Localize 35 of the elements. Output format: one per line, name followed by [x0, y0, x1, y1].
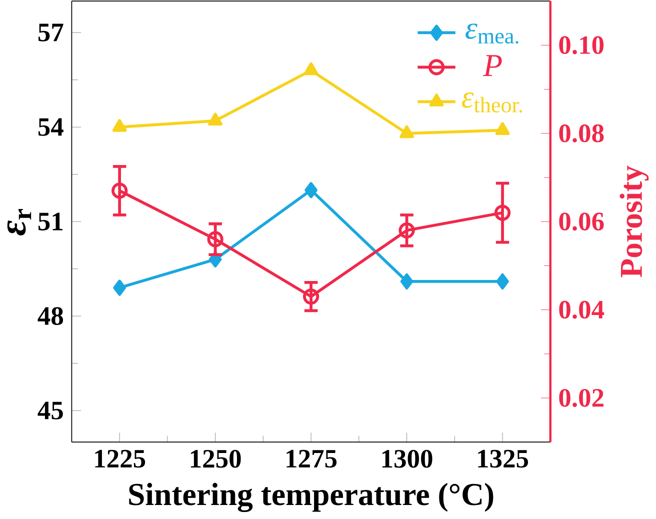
point — [208, 112, 222, 126]
point — [496, 273, 509, 290]
y2-tick-label: 0.04 — [559, 300, 604, 319]
y2-tick-label: 0.10 — [559, 36, 604, 54]
y-axis-title: ε$_{r}$ — [7, 208, 32, 236]
point — [207, 230, 224, 248]
point — [495, 122, 510, 135]
point — [398, 222, 415, 238]
x-tick-label: 1300 — [382, 450, 432, 468]
y-tick-label: 48 — [38, 306, 64, 325]
y-tick-label: 45 — [38, 402, 63, 420]
point — [400, 125, 414, 138]
x-tick-label: 1250 — [190, 450, 241, 468]
legend-label: P — [482, 54, 502, 76]
point — [112, 118, 127, 132]
y2-tick-label: 0.08 — [559, 124, 604, 142]
y-tick-label: 51 — [38, 212, 63, 230]
point — [304, 62, 318, 75]
x-tick-label: 1225 — [95, 450, 146, 468]
point — [112, 182, 128, 199]
x-tick-label: 1275 — [286, 450, 337, 468]
point — [302, 288, 320, 304]
legend-label: ε$_{theor.}$ — [462, 92, 522, 112]
point — [400, 273, 414, 290]
y2-axis-title: Porosity — [620, 165, 649, 278]
x-axis-title: Sintering temperature (°C) — [129, 482, 494, 512]
legend-label: ε$_{mea.}$ — [466, 23, 518, 44]
y-tick-label: 57 — [38, 24, 64, 42]
y2-tick-label: 0.02 — [559, 388, 604, 407]
point — [494, 204, 511, 221]
point — [304, 182, 318, 198]
y2-tick-label: 0.06 — [559, 212, 604, 230]
x-tick-label: 1325 — [478, 450, 528, 468]
y-tick-label: 54 — [38, 118, 64, 136]
point — [113, 279, 126, 296]
